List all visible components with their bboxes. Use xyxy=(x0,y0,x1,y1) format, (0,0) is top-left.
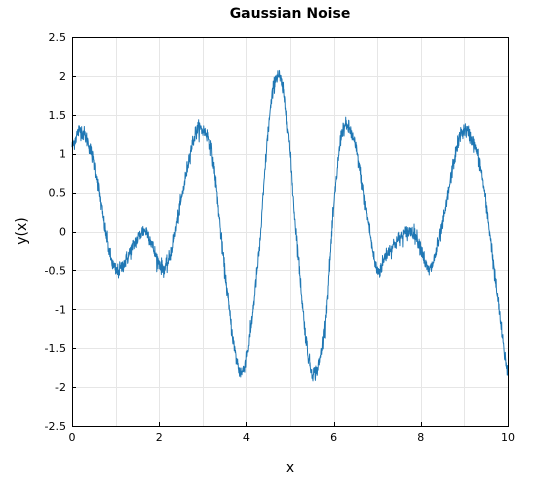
x-tick-label: 10 xyxy=(501,431,515,444)
series-layer xyxy=(71,69,509,382)
y-tick-label: -1.5 xyxy=(45,342,66,355)
series-line xyxy=(71,69,509,382)
y-tick-label: 1.5 xyxy=(49,109,67,122)
chart-title: Gaussian Noise xyxy=(230,6,351,22)
x-tick-label: 2 xyxy=(156,431,163,444)
x-axis-label: x xyxy=(286,460,294,476)
y-tick-label: -2.5 xyxy=(45,420,66,433)
tick-labels: 0 2 4 6 8 10 2.5 2 1.5 1 0.5 0 -0.5 -1 -1.5 -2 -2.5 xyxy=(45,31,515,444)
y-tick-label: 0 xyxy=(59,226,66,239)
gridlines xyxy=(72,37,509,427)
x-tick-label: 0 xyxy=(69,431,76,444)
y-tick-label: -1 xyxy=(55,303,66,316)
y-tick-label: -0.5 xyxy=(45,264,66,277)
y-tick-label: 2.5 xyxy=(49,31,67,44)
x-tick-label: 6 xyxy=(330,431,337,444)
y-tick-label: -2 xyxy=(55,381,66,394)
y-tick-label: 2 xyxy=(59,70,66,83)
x-tick-label: 4 xyxy=(243,431,250,444)
x-tick-label: 8 xyxy=(417,431,424,444)
y-tick-label: 1 xyxy=(59,148,66,161)
axis-ticks xyxy=(72,37,509,427)
y-tick-label: 0.5 xyxy=(49,187,67,200)
y-axis-label: y(x) xyxy=(14,217,30,245)
